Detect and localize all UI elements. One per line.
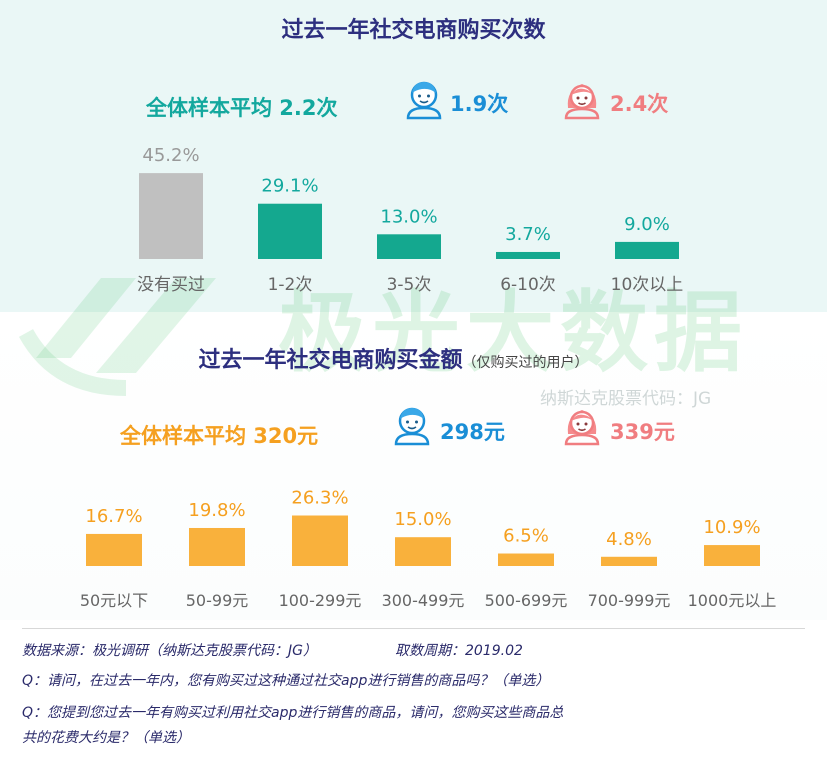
bar-2 [189,527,245,566]
bar-3 [377,234,441,259]
category-label-1: 没有买过 [137,275,205,295]
amount-female-value: 339元 [610,420,675,444]
value-label-1: 16.7% [85,506,142,527]
data-source: 数据来源：极光调研（纳斯达克股票代码：JG） [22,643,317,659]
footer-divider [22,628,805,629]
category-label-7: 1000元以上 [688,591,777,610]
amount-male-value: 298元 [440,420,505,444]
category-label-2: 1-2次 [268,275,313,295]
bar-6 [601,556,657,566]
value-label-6: 4.8% [606,529,652,550]
category-label-2: 50-99元 [186,591,249,610]
male-avatar-icon [406,81,442,120]
bar-5 [498,553,554,566]
female-avatar-icon-2 [564,410,600,446]
value-label-2: 19.8% [188,500,245,521]
bar-4 [395,537,451,566]
purchase-amount-note: （仅购买过的用户） [462,355,589,371]
purchase-amount-title: 过去一年社交电商购买金额（仅购买过的用户） [0,342,807,374]
category-label-4: 300-499元 [382,591,465,610]
value-label-1: 45.2% [142,145,199,166]
purchase-amount-panel [0,312,827,620]
amount-average: 全体样本平均 320元 [120,424,319,448]
bar-1 [139,173,203,259]
value-label-4: 15.0% [394,509,451,530]
bar-2 [258,203,322,259]
value-label-5: 9.0% [624,214,670,235]
category-label-5: 500-699元 [485,591,568,610]
bar-1 [86,533,142,566]
value-label-3: 26.3% [291,488,348,509]
purchase-amount-chart: 16.7% 50元以下 19.8% 50-99元 26.3% 100-299元 15.0% 3… [80,488,777,610]
purchase-count-chart: 45.2% 没有买过 29.1% 1-2次 13.0% 3-5次 3.7% 6-10次 9.0%… [137,145,684,295]
value-label-2: 29.1% [261,176,318,197]
value-label-4: 3.7% [505,224,551,245]
count-male-value: 1.9次 [450,92,509,116]
question-1: Q：请问，在过去一年内，您有购买过这种通过社交app进行销售的商品吗？（单选） [22,673,550,689]
bar-3 [292,515,348,566]
purchase-amount-title-text: 过去一年社交电商购买金额 [198,348,463,373]
category-label-6: 700-999元 [588,591,671,610]
male-avatar-icon-2 [394,407,430,446]
value-label-3: 13.0% [380,206,437,227]
data-period: 取数周期：2019.02 [394,643,523,659]
question-2-line-1: Q：您提到您过去一年有购买过利用社交app进行销售的商品，请问，您购买这些商品总 [22,705,564,721]
count-female-value: 2.4次 [610,92,669,116]
female-avatar-icon [564,84,600,120]
footer-source-line: 数据来源：极光调研（纳斯达克股票代码：JG） 取数周期：2019.02 [22,640,523,660]
purchase-count-panel [0,0,827,312]
category-label-1: 50元以下 [80,591,148,610]
bar-5 [615,241,679,259]
purchase-count-title: 过去一年社交电商购买次数 [281,18,546,43]
bar-4 [496,251,560,259]
category-label-4: 6-10次 [500,275,556,295]
value-label-5: 6.5% [503,526,549,547]
bar-7 [704,545,760,566]
category-label-3: 100-299元 [279,591,362,610]
count-average: 全体样本平均 2.2次 [146,96,338,120]
category-label-5: 10次以上 [611,275,684,295]
value-label-7: 10.9% [703,517,760,538]
brand-logo-watermark [18,278,216,396]
category-label-3: 3-5次 [387,275,432,295]
question-2-line-2: 共的花费大约是？（单选） [22,730,190,746]
